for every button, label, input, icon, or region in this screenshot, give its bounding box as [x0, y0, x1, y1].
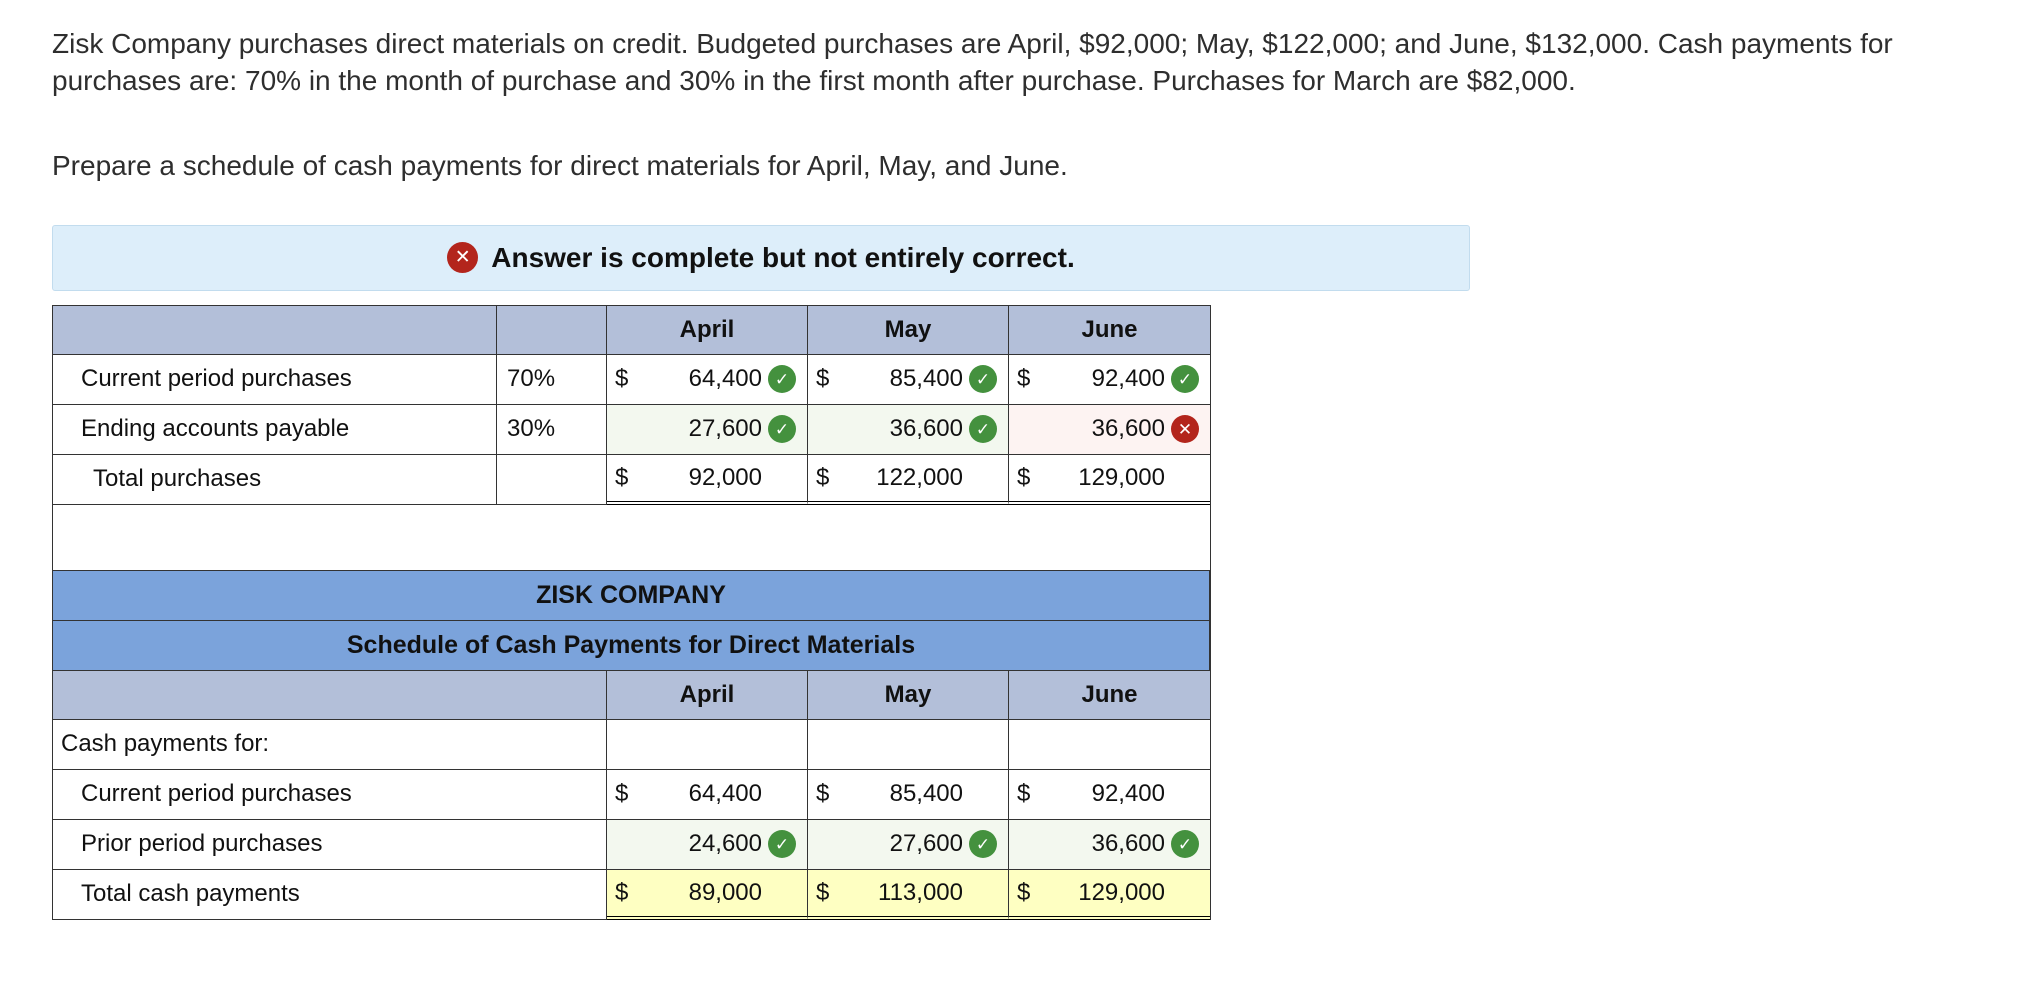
table1-percent-header	[497, 305, 607, 355]
currency-symbol: $	[816, 463, 830, 491]
section-label-cash-payments-for: Cash payments for:	[53, 719, 607, 770]
table2-month-header-june: June	[1009, 670, 1210, 720]
row-label-ending-accounts-payable: Ending accounts payable	[53, 404, 497, 455]
status-icon-slot: ✓	[762, 415, 802, 444]
correct-icon: ✓	[969, 830, 997, 859]
empty-cell-may	[808, 719, 1009, 770]
currency-symbol: $	[1017, 878, 1031, 906]
cell-value: 27,600	[688, 415, 762, 443]
cell-value: 64,400	[688, 780, 762, 808]
table1-month-header-june: June	[1009, 305, 1210, 355]
answer-cell-t2-r1-april[interactable]: 24,600 ✓	[607, 819, 808, 870]
cell-value: 27,600	[889, 830, 963, 858]
currency-symbol: $	[615, 878, 629, 906]
total-cell-t2-may[interactable]: $ 113,000	[808, 869, 1009, 920]
row-label-prior-period-purchases: Prior period purchases	[53, 819, 607, 870]
incorrect-icon: ✕	[1171, 415, 1199, 444]
table2-month-header-april: April	[607, 670, 808, 720]
answer-cell-t1-r0-may[interactable]: $ 85,400 ✓	[808, 354, 1009, 405]
cell-value: 129,000	[1078, 463, 1165, 491]
row-label-total-cash-payments: Total cash payments	[53, 869, 607, 920]
cell-value: 113,000	[878, 878, 963, 906]
cell-value: 92,000	[688, 463, 762, 491]
status-icon-slot: ✓	[1165, 365, 1205, 394]
status-icon-slot: ✓	[963, 830, 1003, 859]
correct-icon: ✓	[768, 830, 796, 859]
status-icon-slot: ✓	[963, 415, 1003, 444]
cell-value: 36,600	[1091, 415, 1165, 443]
cell-value: 85,400	[889, 780, 963, 808]
percent-cell-blank	[497, 454, 607, 505]
answer-cell-t1-r1-may[interactable]: 36,600 ✓	[808, 404, 1009, 455]
empty-cell-june	[1009, 719, 1210, 770]
status-icon-slot: ✓	[762, 365, 802, 394]
answer-sheet: April May June Current period purchases …	[52, 304, 1211, 920]
correct-icon: ✓	[768, 415, 796, 444]
cell-value: 36,600	[889, 415, 963, 443]
answer-cell-t2-r0-june[interactable]: $ 92,400	[1009, 769, 1210, 820]
cell-value: 24,600	[688, 830, 762, 858]
row-label-current-period-purchases: Current period purchases	[53, 354, 497, 405]
spacer-row	[53, 504, 1210, 571]
cell-value: 36,600	[1091, 830, 1165, 858]
currency-symbol: $	[1017, 463, 1031, 491]
total-cell-t1-april[interactable]: $ 92,000	[607, 454, 808, 505]
problem-statement: Zisk Company purchases direct materials …	[52, 28, 1893, 96]
total-cell-t1-may[interactable]: $ 122,000	[808, 454, 1009, 505]
answer-cell-t2-r0-april[interactable]: $ 64,400	[607, 769, 808, 820]
table2-blank-header	[53, 670, 607, 720]
currency-symbol: $	[615, 780, 629, 808]
empty-cell-april	[607, 719, 808, 770]
answer-cell-t2-r1-june[interactable]: 36,600 ✓	[1009, 819, 1210, 870]
currency-symbol: $	[816, 780, 830, 808]
currency-symbol: $	[1017, 780, 1031, 808]
page: Zisk Company purchases direct materials …	[52, 28, 1893, 920]
incorrect-circle-icon: ✕	[447, 242, 479, 274]
currency-symbol: $	[816, 365, 830, 393]
answer-cell-t1-r0-april[interactable]: $ 64,400 ✓	[607, 354, 808, 405]
table1-blank-header	[53, 305, 497, 355]
answer-cell-t1-r0-june[interactable]: $ 92,400 ✓	[1009, 354, 1210, 405]
answer-cell-t1-r1-april[interactable]: 27,600 ✓	[607, 404, 808, 455]
total-cell-t2-june[interactable]: $ 129,000	[1009, 869, 1210, 920]
currency-symbol: $	[816, 878, 830, 906]
schedule-subtitle: Schedule of Cash Payments for Direct Mat…	[53, 620, 1210, 671]
answer-cell-t1-r1-june[interactable]: 36,600 ✕	[1009, 404, 1210, 455]
row-label-total-purchases: Total purchases	[53, 454, 497, 505]
correct-icon: ✓	[768, 365, 796, 394]
cell-value: 64,400	[688, 365, 762, 393]
correct-icon: ✓	[969, 365, 997, 394]
cell-value: 85,400	[889, 365, 963, 393]
result-banner-text: Answer is complete but not entirely corr…	[491, 241, 1075, 273]
correct-icon: ✓	[1171, 830, 1199, 859]
status-icon-slot: ✓	[762, 830, 802, 859]
total-cell-t2-april[interactable]: $ 89,000	[607, 869, 808, 920]
currency-symbol: $	[615, 365, 629, 393]
result-banner: ✕ Answer is complete but not entirely co…	[52, 224, 1470, 291]
currency-symbol: $	[615, 463, 629, 491]
answer-cell-t2-r1-may[interactable]: 27,600 ✓	[808, 819, 1009, 870]
row-label-current-period-purchases-2: Current period purchases	[53, 769, 607, 820]
company-title: ZISK COMPANY	[53, 570, 1210, 621]
status-icon-slot: ✕	[1165, 415, 1205, 444]
instruction-text: Prepare a schedule of cash payments for …	[52, 149, 1068, 181]
status-icon-slot: ✓	[963, 365, 1003, 394]
status-icon-slot: ✓	[1165, 830, 1205, 859]
currency-symbol: $	[1017, 365, 1031, 393]
cell-value: 89,000	[688, 878, 762, 906]
percent-cell-30[interactable]: 30%	[497, 404, 607, 455]
answer-cell-t2-r0-may[interactable]: $ 85,400	[808, 769, 1009, 820]
cell-value: 129,000	[1078, 878, 1165, 906]
cell-value: 92,400	[1091, 780, 1165, 808]
cell-value: 92,400	[1091, 365, 1165, 393]
table2-month-header-may: May	[808, 670, 1009, 720]
percent-cell-70[interactable]: 70%	[497, 354, 607, 405]
correct-icon: ✓	[969, 415, 997, 444]
correct-icon: ✓	[1171, 365, 1199, 394]
total-cell-t1-june[interactable]: $ 129,000	[1009, 454, 1210, 505]
table1-month-header-may: May	[808, 305, 1009, 355]
table1-month-header-april: April	[607, 305, 808, 355]
cell-value: 122,000	[876, 463, 963, 491]
